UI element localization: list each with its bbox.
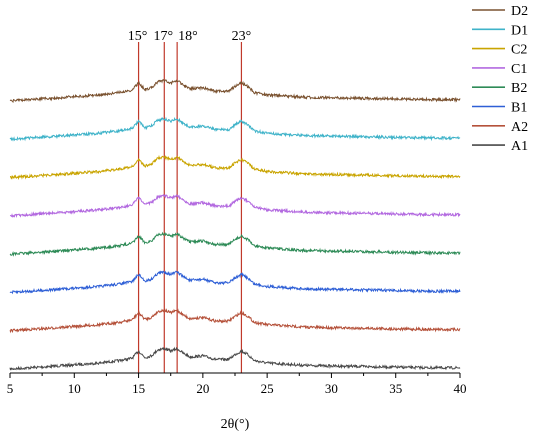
peak-label-23: 23° [232,29,252,44]
x-tick-label-20: 20 [196,381,209,396]
legend: D2 D1 C2 C1 B2 B1 A2 A1 [472,4,528,154]
legend-label-A2: A2 [511,120,528,135]
series-line-A1 [9,346,461,371]
legend-label-D2: D2 [511,4,528,19]
x-tick-label-5: 5 [7,381,14,396]
x-axis-ticks: 5 10 15 20 25 30 35 40 [7,373,467,396]
legend-label-D1: D1 [511,23,528,38]
legend-label-B1: B1 [511,101,527,116]
x-tick-label-40: 40 [454,381,467,396]
x-tick-label-35: 35 [389,381,402,396]
x-tick-label-25: 25 [261,381,274,396]
series-line-D1 [9,116,461,142]
series-line-C1 [9,193,461,218]
peak-label-17: 17° [153,29,173,44]
series-line-C2 [9,154,461,181]
x-tick-label-10: 10 [68,381,81,396]
x-tick-label-15: 15 [132,381,145,396]
series-line-D2 [9,78,461,104]
legend-label-C1: C1 [511,62,527,77]
legend-label-A1: A1 [511,139,528,154]
series-line-B2 [9,231,461,257]
x-tick-label-30: 30 [325,381,338,396]
x-axis-title: 2θ(°) [221,417,250,432]
peak-label-18: 18° [178,29,198,44]
series-line-B1 [9,270,461,295]
peak-label-15: 15° [128,29,148,44]
legend-label-C2: C2 [511,43,527,58]
series-line-A2 [9,308,461,334]
reference-lines [137,42,243,373]
legend-label-B2: B2 [511,81,527,96]
peak-labels: 15° 17° 18° 23° [128,29,251,44]
series-layer [9,78,461,371]
